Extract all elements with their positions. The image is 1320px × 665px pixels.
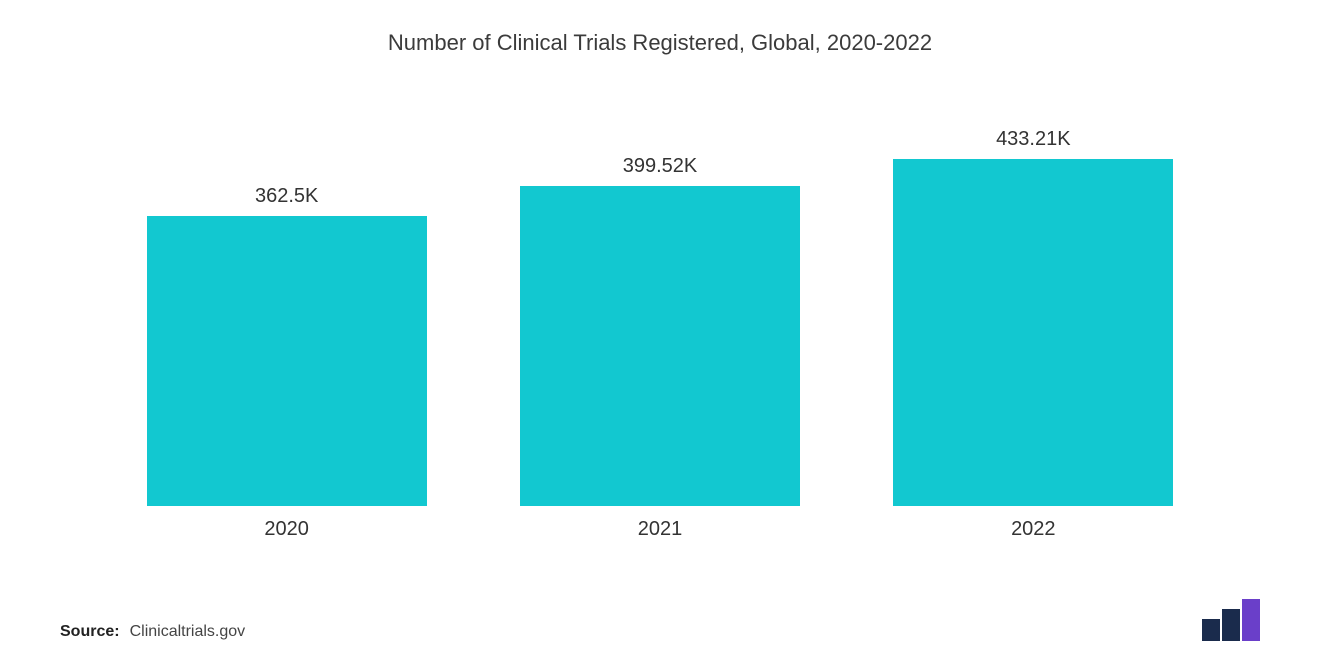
logo-bar-1 (1202, 619, 1220, 641)
bar-2 (893, 159, 1173, 506)
plot-area: 362.5K 399.52K 433.21K (60, 66, 1260, 506)
chart-title: Number of Clinical Trials Registered, Gl… (60, 30, 1260, 56)
bar-1 (520, 186, 800, 506)
x-tick-0: 2020 (100, 518, 473, 541)
source-value: Clinicaltrials.gov (130, 623, 246, 641)
bar-value-label-0: 362.5K (255, 185, 318, 208)
x-tick-2: 2022 (847, 518, 1220, 541)
source-label: Source: (60, 623, 120, 641)
x-tick-1: 2021 (473, 518, 846, 541)
bar-group-0: 362.5K (100, 66, 473, 506)
brand-logo-icon (1202, 599, 1260, 641)
bar-0 (147, 216, 427, 506)
chart-footer: Source: Clinicaltrials.gov (60, 599, 1260, 641)
chart-container: Number of Clinical Trials Registered, Gl… (0, 0, 1320, 665)
bar-group-1: 399.52K (473, 66, 846, 506)
x-axis: 2020 2021 2022 (60, 506, 1260, 541)
bar-group-2: 433.21K (847, 66, 1220, 506)
bar-value-label-1: 399.52K (623, 155, 698, 178)
logo-bar-2 (1222, 609, 1240, 641)
bar-value-label-2: 433.21K (996, 128, 1071, 151)
source-line: Source: Clinicaltrials.gov (60, 623, 245, 641)
logo-bar-3 (1242, 599, 1260, 641)
